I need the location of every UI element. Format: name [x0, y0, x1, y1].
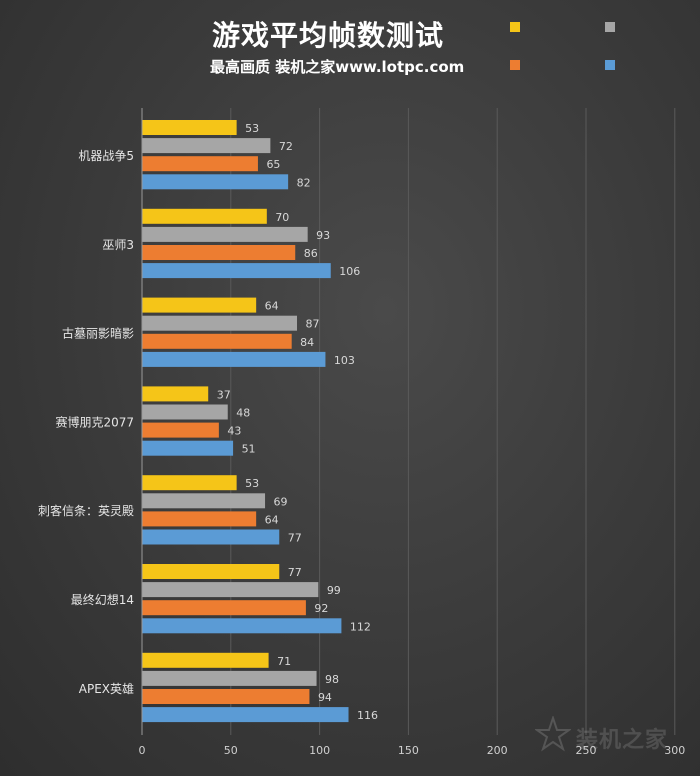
x-tick-label: 300 — [664, 744, 685, 757]
data-label: 70 — [275, 211, 289, 224]
data-label: 86 — [304, 247, 318, 260]
bar — [142, 600, 306, 616]
legend-swatch-gray — [605, 22, 615, 32]
data-label: 53 — [245, 477, 259, 490]
category-label: 赛博朋克2077 — [55, 414, 134, 429]
data-label: 112 — [350, 620, 371, 633]
data-label: 94 — [318, 691, 332, 704]
data-label: 116 — [357, 709, 378, 722]
bar — [142, 564, 280, 579]
data-label: 87 — [306, 318, 320, 331]
bar — [142, 263, 331, 279]
category-label: APEX英雄 — [79, 681, 134, 696]
legend-item-series-4 — [605, 60, 625, 70]
bar — [142, 529, 280, 545]
bar — [142, 422, 219, 438]
bar — [142, 174, 289, 190]
bar — [142, 689, 310, 704]
bar — [142, 226, 308, 242]
data-label: 71 — [277, 655, 291, 668]
bar — [142, 670, 317, 686]
data-label: 77 — [288, 532, 302, 545]
data-label: 65 — [266, 158, 280, 171]
legend-item-series-1 — [510, 22, 530, 32]
category-label: 最终幻想14 — [71, 592, 134, 607]
bar — [142, 707, 349, 723]
x-tick-label: 150 — [398, 744, 419, 757]
legend — [510, 22, 690, 82]
x-tick-label: 50 — [224, 744, 238, 757]
bar — [142, 245, 296, 260]
watermark-star-icon — [535, 716, 571, 752]
bar — [142, 333, 292, 349]
x-tick-label: 100 — [309, 744, 330, 757]
bar — [142, 582, 319, 598]
bar — [142, 208, 267, 224]
bar — [142, 315, 298, 331]
bar — [142, 475, 237, 491]
category-label: 古墓丽影暗影 — [62, 326, 134, 341]
data-label: 93 — [316, 229, 330, 242]
chart-subtitle: 最高画质 装机之家www.lotpc.com — [210, 58, 465, 76]
bar — [142, 351, 326, 367]
x-tick-label: 250 — [576, 744, 597, 757]
legend-swatch-orange — [510, 60, 520, 70]
category-label: 巫师3 — [102, 238, 134, 252]
data-label: 53 — [245, 122, 259, 135]
data-label: 98 — [325, 673, 339, 686]
data-label: 103 — [334, 354, 355, 367]
bar — [142, 138, 271, 154]
data-label: 43 — [227, 425, 241, 438]
legend-swatch-blue — [605, 60, 615, 70]
bar — [142, 120, 237, 135]
bar — [142, 493, 266, 509]
bar — [142, 440, 234, 456]
data-label: 64 — [265, 513, 279, 526]
bar — [142, 297, 257, 313]
x-tick-label: 0 — [139, 744, 146, 757]
chart-title: 游戏平均帧数测试 — [212, 19, 445, 52]
data-label: 51 — [242, 443, 256, 456]
data-label: 99 — [327, 584, 341, 597]
legend-item-series-2 — [605, 22, 625, 32]
bar — [142, 511, 257, 527]
category-label: 机器战争5 — [78, 149, 134, 163]
data-label: 84 — [300, 336, 314, 349]
data-label: 72 — [279, 140, 293, 153]
category-label: 刺客信条：英灵殿 — [38, 503, 134, 518]
bar — [142, 386, 209, 402]
x-tick-label: 200 — [487, 744, 508, 757]
bar — [142, 652, 269, 668]
data-label: 37 — [217, 388, 231, 401]
legend-item-series-3 — [510, 60, 530, 70]
data-label: 64 — [265, 300, 279, 313]
data-label: 82 — [297, 176, 311, 189]
watermark: 装机之家 — [576, 728, 669, 753]
data-label: 77 — [288, 566, 302, 579]
data-label: 69 — [274, 495, 288, 508]
bar — [142, 618, 342, 634]
bar — [142, 156, 258, 172]
data-label: 92 — [314, 602, 328, 615]
data-label: 48 — [236, 407, 250, 420]
bar — [142, 404, 228, 420]
data-label: 106 — [339, 265, 360, 278]
legend-swatch-yellow — [510, 22, 520, 32]
